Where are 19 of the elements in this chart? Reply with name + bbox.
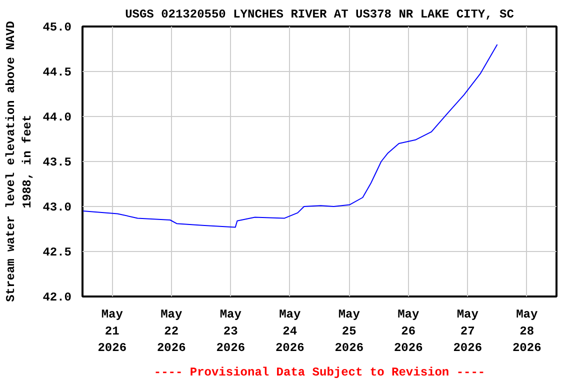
chart-title: USGS 021320550 LYNCHES RIVER AT US378 NR LAKE CITY, SC	[125, 8, 514, 22]
y-tick-label: 43.5	[42, 156, 72, 170]
y-tick-label: 44.0	[42, 110, 72, 124]
y-tick-label: 42.0	[42, 290, 72, 304]
x-tick-label: May 26 2026	[394, 308, 423, 356]
x-tick-label: May 21 2026	[98, 308, 127, 356]
x-tick-label: May 24 2026	[275, 308, 304, 356]
x-tick-label: May 27 2026	[453, 308, 482, 356]
x-tick-label: May 22 2026	[156, 308, 186, 356]
y-axis-title: Stream water level elevation above NAVD 1988, in feet	[4, 21, 35, 302]
y-tick-label: 43.0	[42, 200, 72, 214]
y-tick-label: 45.0	[42, 20, 72, 34]
y-tick-label: 44.5	[42, 66, 72, 80]
text: ---- Provisional Data Subject to Revision ----	[154, 366, 486, 380]
x-tick-label: May 28 2026	[512, 308, 542, 356]
x-tick-label: May 23 2026	[216, 308, 246, 356]
y-tick-label: 42.5	[42, 246, 72, 260]
line-series	[82, 44, 498, 228]
x-tick-label: May 25 2026	[334, 308, 364, 356]
